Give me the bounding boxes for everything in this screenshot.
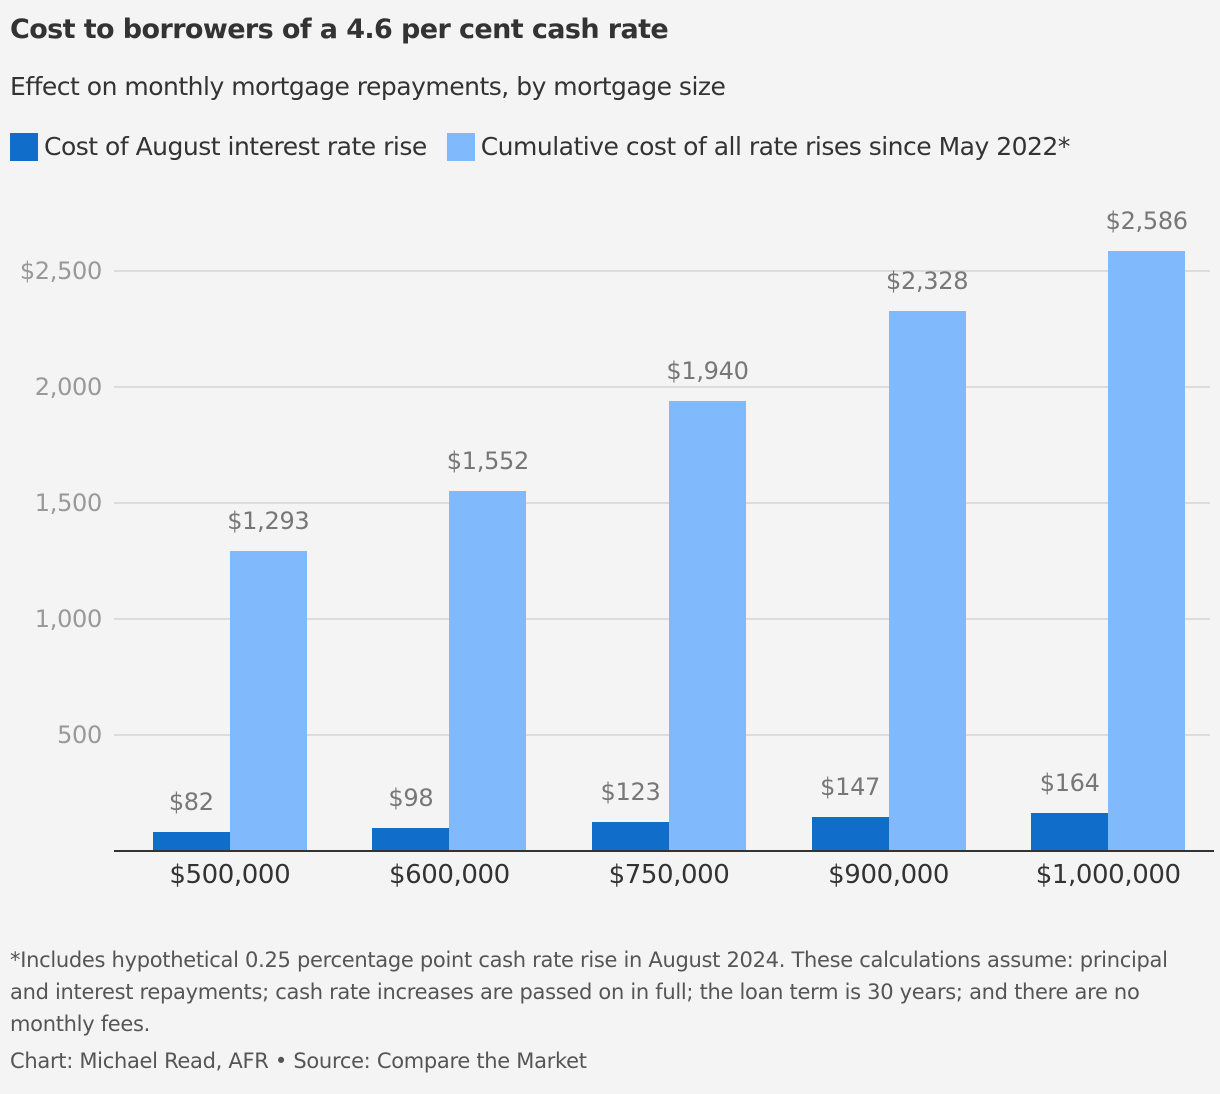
chart-subtitle: Effect on monthly mortgage repayments, b…	[10, 72, 726, 101]
bar-cumulative	[229, 551, 307, 851]
gridline	[114, 386, 1210, 388]
bar-cumulative	[888, 310, 966, 851]
legend-swatch-light-blue	[446, 132, 475, 161]
bar-august-rise	[592, 822, 669, 851]
bar-value-label: $147	[820, 772, 881, 801]
y-tick-label: 1,000	[34, 605, 103, 633]
bar-value-label: $2,586	[1105, 207, 1188, 236]
bar-august-rise	[372, 828, 450, 851]
legend: Cost of August interest rate rise Cumula…	[10, 132, 1090, 161]
legend-label: Cumulative cost of all rate rises since …	[480, 132, 1071, 161]
bar-cumulative	[669, 400, 746, 851]
y-tick-label: $2,500	[19, 257, 102, 285]
legend-label: Cost of August interest rate rise	[44, 132, 427, 161]
y-tick-label: 500	[57, 721, 102, 749]
x-tick-label: $1,000,000	[1035, 860, 1181, 890]
legend-swatch-dark-blue	[10, 132, 38, 161]
bar-value-label: $164	[1039, 768, 1100, 797]
bar-august-rise	[152, 831, 230, 851]
gridline	[114, 618, 1210, 620]
bar-august-rise	[1031, 812, 1109, 851]
gridline	[114, 270, 1210, 272]
bar-value-label: $1,552	[446, 446, 529, 475]
x-tick-label: $900,000	[828, 860, 950, 890]
bar-value-label: $1,293	[227, 507, 310, 536]
bar-value-label: $82	[168, 787, 214, 816]
bar-value-label: $98	[388, 784, 434, 813]
legend-item-cumulative: Cumulative cost of all rate rises since …	[446, 132, 1071, 161]
y-tick-label: 2,000	[34, 373, 103, 401]
bar-cumulative	[1108, 251, 1186, 851]
gridline	[114, 502, 1210, 504]
x-axis-line	[114, 850, 1214, 852]
legend-item-august-rise: Cost of August interest rate rise	[10, 132, 427, 161]
credit-line: Chart: Michael Read, AFR • Source: Compa…	[10, 1049, 587, 1073]
y-tick-label: 1,500	[34, 489, 103, 517]
x-tick-label: $750,000	[608, 860, 730, 890]
plot-area: $2,500 2,000 1,500 1,000 500 $82 $1,293 $500,00…	[19, 207, 1214, 890]
footnote: *Includes hypothetical 0.25 percentage p…	[10, 948, 1168, 1036]
chart-title: Cost to borrowers of a 4.6 per cent cash…	[10, 14, 669, 45]
x-tick-label: $600,000	[388, 860, 510, 890]
x-tick-label: $500,000	[169, 860, 291, 890]
bar-cumulative	[449, 490, 527, 851]
bar-value-label: $1,940	[666, 356, 749, 385]
bar-august-rise	[811, 816, 889, 851]
gridline	[114, 734, 1210, 736]
bar-value-label: $2,328	[886, 266, 969, 295]
bar-value-label: $123	[600, 778, 661, 807]
